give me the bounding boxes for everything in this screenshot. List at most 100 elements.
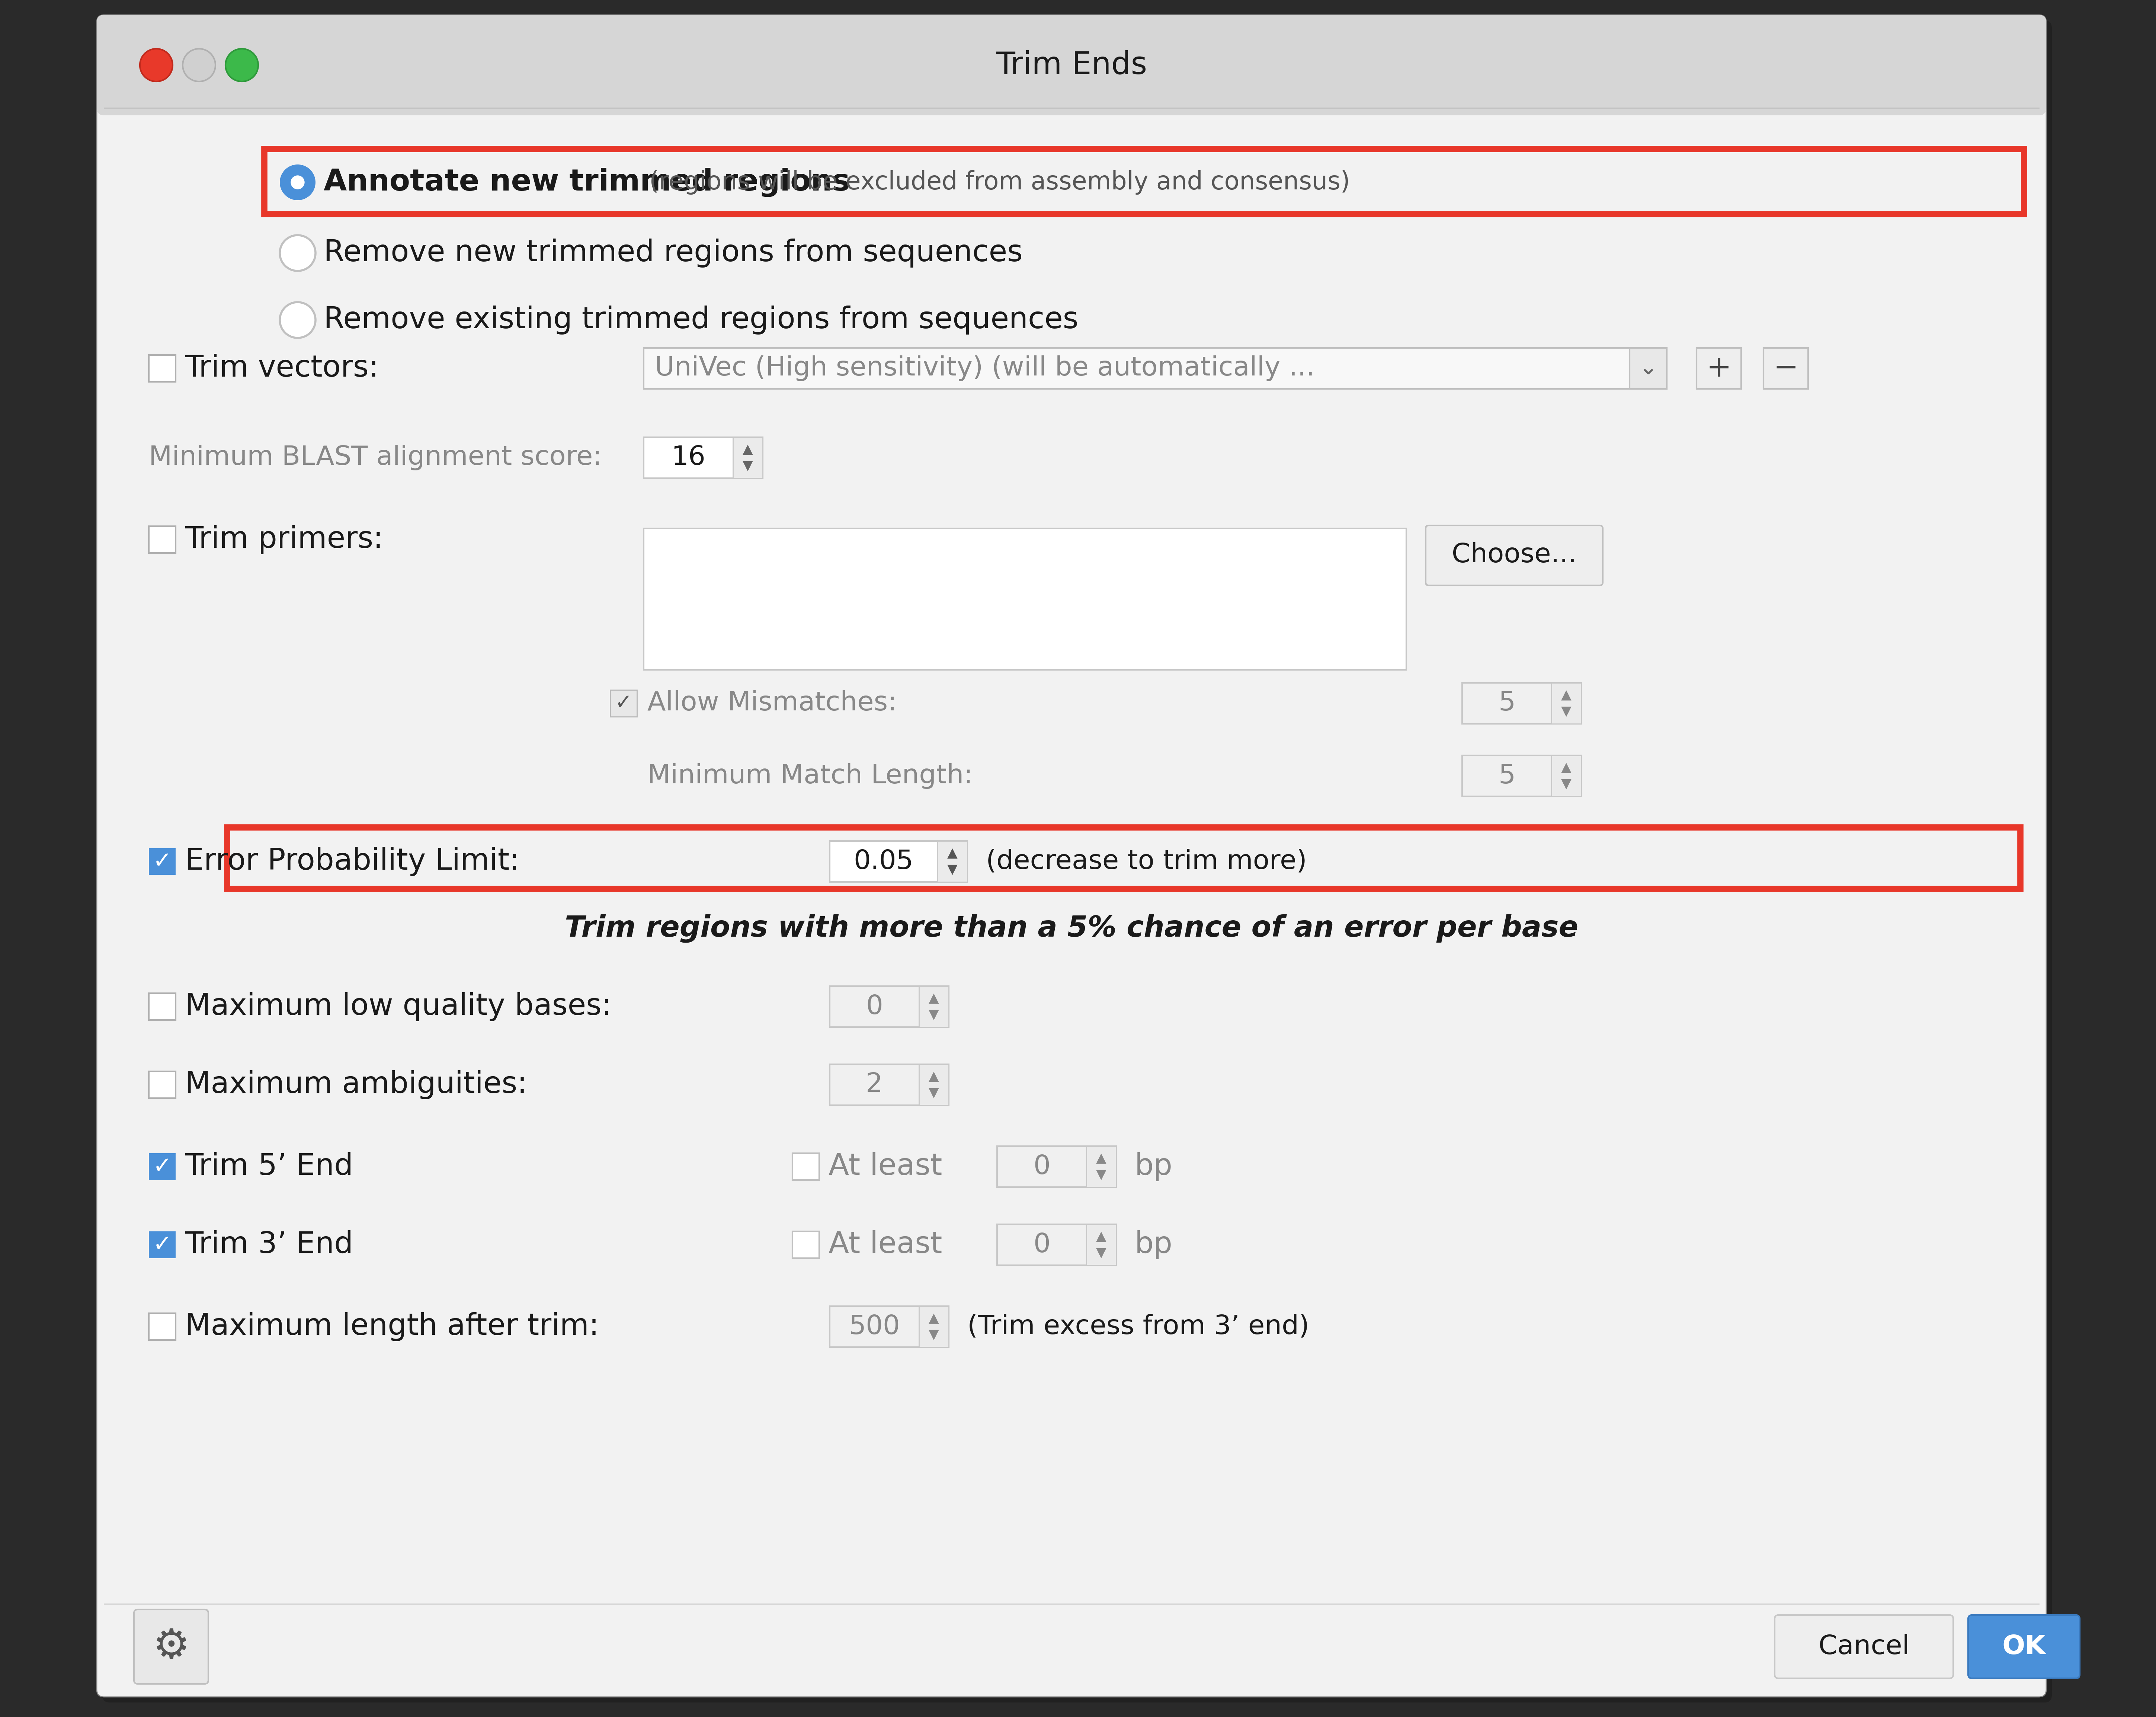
Text: ▼: ▼ <box>1095 1247 1106 1259</box>
Bar <box>918 1065 949 1106</box>
Text: bp: bp <box>1134 1152 1173 1181</box>
Bar <box>1764 349 1809 388</box>
Text: At least: At least <box>828 1231 942 1259</box>
Circle shape <box>280 302 315 338</box>
Text: (Trim excess from 3’ end): (Trim excess from 3’ end) <box>968 1314 1309 1339</box>
Text: Trim 3’ End: Trim 3’ End <box>185 1231 354 1259</box>
Text: Choose...: Choose... <box>1451 543 1576 568</box>
Text: Minimum Match Length:: Minimum Match Length: <box>647 762 972 788</box>
Bar <box>1087 1224 1117 1265</box>
Text: Trim regions with more than a 5% chance of an error per base: Trim regions with more than a 5% chance … <box>565 913 1578 943</box>
Text: ▼: ▼ <box>946 864 957 876</box>
Text: 0: 0 <box>1033 1154 1050 1180</box>
Text: ▼: ▼ <box>1095 1169 1106 1181</box>
FancyBboxPatch shape <box>101 21 2053 1703</box>
Bar <box>1552 683 1580 725</box>
Bar <box>793 1154 819 1180</box>
Text: −: − <box>1772 354 1798 383</box>
Bar <box>610 690 636 716</box>
Bar <box>645 349 1667 388</box>
Text: ⚙: ⚙ <box>153 1626 190 1667</box>
Text: ▼: ▼ <box>1561 778 1572 790</box>
Text: UniVec (High sensitivity) (will be automatically ...: UniVec (High sensitivity) (will be autom… <box>655 355 1315 381</box>
Text: 2: 2 <box>867 1071 882 1097</box>
Text: Remove existing trimmed regions from sequences: Remove existing trimmed regions from seq… <box>323 306 1078 335</box>
Text: Minimum BLAST alignment score:: Minimum BLAST alignment score: <box>149 445 602 470</box>
Text: ▼: ▼ <box>929 1087 940 1099</box>
Bar <box>149 355 175 381</box>
Bar <box>830 841 968 883</box>
Bar <box>149 1231 175 1259</box>
Text: At least: At least <box>828 1152 942 1181</box>
Text: Trim primers:: Trim primers: <box>185 525 384 555</box>
Text: Allow Mismatches:: Allow Mismatches: <box>647 690 897 716</box>
Text: ▼: ▼ <box>929 1329 940 1341</box>
Text: ▲: ▲ <box>1095 1152 1106 1164</box>
Text: 0: 0 <box>867 994 882 1020</box>
Bar <box>226 828 2020 889</box>
Bar <box>830 1065 949 1106</box>
Text: ✓: ✓ <box>153 850 172 872</box>
Bar <box>149 848 175 876</box>
FancyBboxPatch shape <box>97 15 2046 1696</box>
Text: ▲: ▲ <box>929 992 940 1004</box>
Text: ▲: ▲ <box>1561 689 1572 702</box>
Text: ▲: ▲ <box>929 1312 940 1326</box>
Text: ⌄: ⌄ <box>1639 357 1658 379</box>
Text: Maximum length after trim:: Maximum length after trim: <box>185 1312 599 1341</box>
Bar <box>645 529 1406 670</box>
Text: Annotate new trimmed regions: Annotate new trimmed regions <box>323 168 849 197</box>
Circle shape <box>183 48 216 81</box>
Bar <box>918 1307 949 1348</box>
Text: (decrease to trim more): (decrease to trim more) <box>985 848 1307 874</box>
Text: Maximum low quality bases:: Maximum low quality bases: <box>185 992 612 1022</box>
Text: 0: 0 <box>1033 1231 1050 1257</box>
Text: (regions will be excluded from assembly and consensus): (regions will be excluded from assembly … <box>640 170 1350 194</box>
Text: ▲: ▲ <box>1095 1231 1106 1243</box>
Bar <box>645 438 763 479</box>
Bar <box>149 1071 175 1099</box>
Text: ▲: ▲ <box>929 1070 940 1083</box>
Text: Trim 5’ End: Trim 5’ End <box>185 1152 354 1181</box>
FancyBboxPatch shape <box>1425 525 1602 585</box>
Bar <box>1462 755 1580 797</box>
FancyBboxPatch shape <box>1774 1616 1953 1678</box>
FancyBboxPatch shape <box>97 15 2046 115</box>
Text: 0.05: 0.05 <box>854 848 914 874</box>
Bar <box>149 992 175 1020</box>
Circle shape <box>140 48 172 81</box>
Bar <box>733 438 763 479</box>
Text: bp: bp <box>1134 1231 1173 1259</box>
Text: Error Probability Limit:: Error Probability Limit: <box>185 846 520 876</box>
Circle shape <box>291 175 304 189</box>
Text: 500: 500 <box>849 1314 899 1339</box>
Circle shape <box>226 48 259 81</box>
Bar <box>1552 755 1580 797</box>
Circle shape <box>280 165 315 201</box>
Text: Maximum ambiguities:: Maximum ambiguities: <box>185 1070 528 1099</box>
Bar <box>1630 349 1667 388</box>
FancyBboxPatch shape <box>1968 1616 2081 1678</box>
Bar <box>1462 683 1580 725</box>
Text: ▲: ▲ <box>742 443 752 455</box>
Text: ✓: ✓ <box>153 1235 172 1255</box>
Text: Cancel: Cancel <box>1818 1635 1910 1660</box>
Bar <box>793 1231 819 1259</box>
Text: ✓: ✓ <box>614 694 632 713</box>
Bar <box>1087 1147 1117 1186</box>
Text: Trim Ends: Trim Ends <box>996 50 1147 81</box>
Circle shape <box>280 235 315 271</box>
Text: ▼: ▼ <box>1561 706 1572 718</box>
Text: Trim vectors:: Trim vectors: <box>185 354 379 383</box>
Text: ▲: ▲ <box>946 846 957 860</box>
Bar <box>996 1224 1117 1265</box>
Text: OK: OK <box>2003 1635 2046 1660</box>
Bar <box>103 96 2040 108</box>
Bar <box>918 986 949 1027</box>
Bar <box>149 1314 175 1339</box>
Text: ▼: ▼ <box>742 460 752 472</box>
Bar <box>830 1307 949 1348</box>
Bar <box>830 986 949 1027</box>
Text: ✓: ✓ <box>153 1156 172 1178</box>
FancyBboxPatch shape <box>134 1609 209 1684</box>
